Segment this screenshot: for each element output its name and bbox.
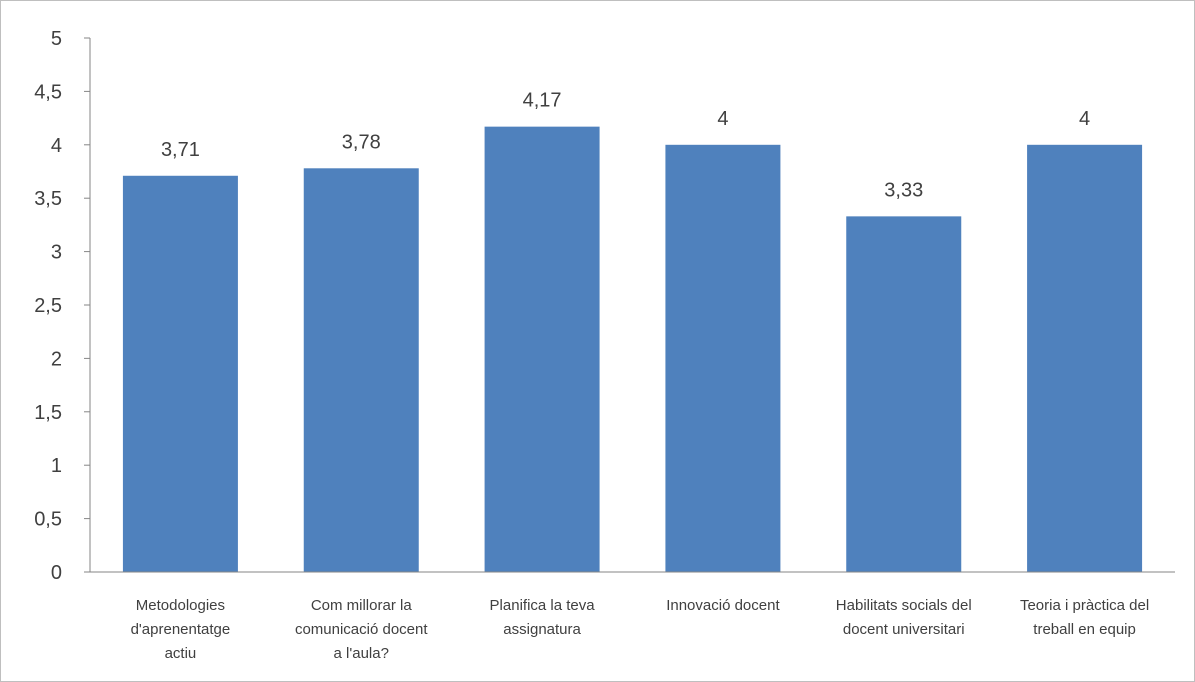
y-tick-label: 4 — [51, 135, 62, 157]
y-tick-label: 3,5 — [34, 188, 62, 210]
bar-data-label: 3,33 — [884, 179, 923, 201]
x-category-label: Metodologies d'aprenentatge actiu — [131, 597, 231, 662]
y-tick-label: 4,5 — [34, 81, 62, 103]
x-category-label: Innovació docent — [666, 597, 780, 614]
y-tick-label: 5 — [51, 28, 62, 50]
x-axis: Metodologies d'aprenentatge actiu Com millo… — [90, 571, 1175, 662]
bar — [1027, 144, 1143, 573]
y-tick-label: 1 — [51, 455, 62, 477]
bar — [484, 126, 600, 573]
y-axis: 0 0,5 1 1,5 2 2,5 3 3,5 4 4,5 5 — [34, 28, 91, 584]
bar-data-label: 3,78 — [342, 131, 381, 153]
y-tick-label: 2 — [51, 348, 62, 370]
data-labels: 3,71 3,78 4,17 4 3,33 4 — [161, 90, 1090, 202]
bar — [122, 175, 238, 572]
y-tick-label: 3 — [51, 242, 62, 264]
bar — [846, 216, 962, 572]
x-category-label: Teoria i pràctica del treball en equip — [1020, 597, 1149, 638]
bar-data-label: 3,71 — [161, 139, 200, 161]
bars — [122, 126, 1143, 573]
y-tick-label: 0,5 — [34, 509, 62, 531]
bar-data-label: 4 — [1079, 108, 1090, 130]
x-category-label: Planifica la teva assignatura — [490, 597, 596, 638]
y-tick-label: 0 — [51, 562, 62, 584]
bar-data-label: 4,17 — [523, 90, 562, 112]
y-tick-label: 1,5 — [34, 402, 62, 424]
bar — [665, 144, 781, 573]
bar-data-label: 4 — [717, 108, 728, 130]
x-category-label: Habilitats socials del docent universitar… — [836, 597, 972, 638]
y-tick-label: 2,5 — [34, 295, 62, 317]
bar — [303, 168, 419, 572]
x-category-label: Com millorar la comunicació docent a l'aul… — [295, 597, 428, 662]
